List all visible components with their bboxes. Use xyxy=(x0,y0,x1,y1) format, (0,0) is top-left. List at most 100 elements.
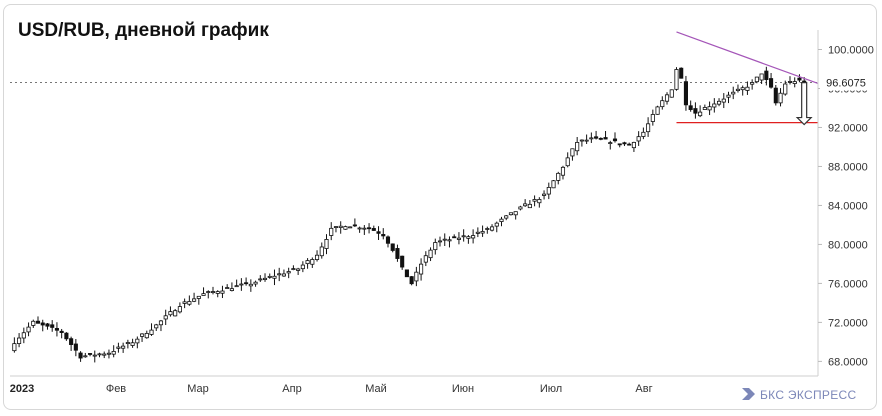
candle-bull xyxy=(674,69,679,90)
candle-bull xyxy=(201,293,206,296)
candle-bull xyxy=(471,235,476,239)
candle-bull xyxy=(229,288,234,291)
candle-bear xyxy=(594,136,599,139)
candle-bear xyxy=(452,236,457,239)
candle-bull xyxy=(584,139,589,142)
candle-bull xyxy=(26,326,31,333)
candle-bear xyxy=(400,255,405,268)
y-tick-label: 68.0000 xyxy=(828,356,868,368)
candle-bull xyxy=(286,271,291,274)
candle-bull xyxy=(31,320,36,326)
candle-bull xyxy=(12,343,17,352)
candle-bear xyxy=(385,236,391,244)
y-tick-label: 76.0000 xyxy=(828,278,868,290)
candle-bull xyxy=(489,226,495,231)
candle-bear xyxy=(603,137,608,140)
candle-bull xyxy=(466,236,471,239)
candle-bull xyxy=(239,283,244,286)
candle-bull xyxy=(225,287,230,289)
candle-bull xyxy=(121,345,126,349)
candle-bull xyxy=(154,324,159,329)
y-tick-label: 80.0000 xyxy=(828,239,868,251)
candle-bull xyxy=(192,298,197,302)
x-tick-label: Май xyxy=(365,383,387,395)
candle-bull xyxy=(272,275,277,279)
candle-bear xyxy=(352,224,357,227)
chart-title: USD/RUB, дневной график xyxy=(18,20,269,41)
candle-bull xyxy=(608,142,613,144)
candle-bull xyxy=(532,199,537,202)
candle-bear xyxy=(59,330,64,333)
candle-bull xyxy=(655,106,660,115)
candle-bull xyxy=(518,206,523,210)
x-tick-label: Фев xyxy=(106,383,126,395)
candle-bull xyxy=(168,311,173,316)
candle-bull xyxy=(258,278,263,281)
candle-bear xyxy=(598,137,603,140)
candle-bear xyxy=(764,70,769,80)
candle-bull xyxy=(660,100,665,108)
candle-bull xyxy=(726,94,731,98)
current-price-box xyxy=(820,74,872,91)
candle-bull xyxy=(343,226,348,230)
candle-bull xyxy=(182,301,187,304)
candle-bull xyxy=(494,222,499,227)
candle-bull xyxy=(508,212,514,216)
candle-bull xyxy=(277,273,282,276)
candle-bull xyxy=(291,268,296,270)
candle-bull xyxy=(215,291,220,294)
candle-bull xyxy=(570,148,575,157)
candle-bull xyxy=(745,86,750,91)
candle-bear xyxy=(395,248,400,259)
candle-bear xyxy=(404,269,409,278)
candle-bull xyxy=(754,76,759,83)
candle-bull xyxy=(740,87,745,91)
candle-bull xyxy=(650,114,655,122)
candle-bull xyxy=(206,291,211,293)
candle-bull xyxy=(636,136,641,142)
candle-bull xyxy=(130,342,135,346)
y-tick-label: 92.0000 xyxy=(828,122,868,134)
candle-bull xyxy=(116,346,121,349)
x-tick-label: Апр xyxy=(282,383,301,395)
candle-bear xyxy=(244,282,249,285)
candle-bear xyxy=(73,343,78,351)
candle-bear xyxy=(769,78,774,88)
candle-bear xyxy=(64,332,69,340)
x-tick-label: Июл xyxy=(540,383,562,395)
candle-bull xyxy=(262,277,268,280)
candle-bear xyxy=(54,328,59,331)
candle-bull xyxy=(220,290,225,294)
candle-bull xyxy=(731,91,736,95)
candle-bull xyxy=(92,354,97,357)
candle-bull xyxy=(17,337,22,344)
candle-bull xyxy=(575,142,580,152)
candle-bull xyxy=(300,264,305,270)
y-tick-label: 100.0000 xyxy=(828,44,874,56)
candle-bull xyxy=(149,329,154,335)
candle-bull xyxy=(551,180,556,189)
candle-bull xyxy=(267,275,272,278)
candle-bull xyxy=(21,332,26,339)
candle-bull xyxy=(527,203,532,209)
candle-bear xyxy=(69,338,74,345)
candle-bull xyxy=(305,260,310,265)
x-tick-label: Мар xyxy=(187,383,209,395)
candle-bull xyxy=(419,263,424,275)
candle-bull xyxy=(565,157,570,167)
candle-bull xyxy=(196,295,201,299)
candle-bull xyxy=(485,228,490,230)
candle-bull xyxy=(537,199,542,204)
candle-bull xyxy=(357,227,362,230)
candle-bull xyxy=(140,333,145,337)
resistance-line xyxy=(676,31,819,85)
candle-bear xyxy=(683,81,688,106)
candle-bull xyxy=(792,81,797,84)
candle-bull xyxy=(698,111,703,117)
candle-bull xyxy=(177,306,182,313)
candle-bear xyxy=(376,231,381,234)
candle-bull xyxy=(461,235,466,238)
y-axis-ticks: 100.000096.000092.000088.000084.000080.0… xyxy=(818,44,874,368)
candle-bull xyxy=(750,82,755,85)
